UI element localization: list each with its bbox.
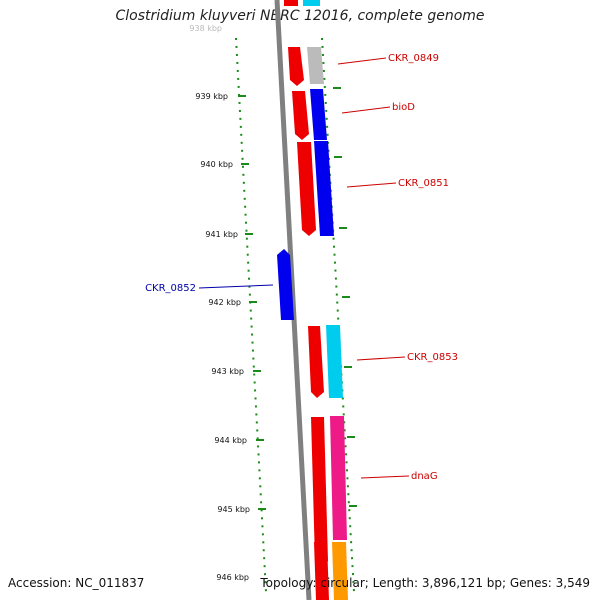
tick-label: 946 kbp	[216, 573, 249, 582]
right-ticks	[333, 87, 357, 507]
gene-label-ckr-0853[interactable]: CKR_0853	[407, 352, 458, 363]
gene-arrow[interactable]	[311, 417, 328, 567]
tick-label: 941 kbp	[205, 230, 238, 239]
gene-label-ckr-0849[interactable]: CKR_0849	[388, 53, 439, 64]
tick-label: 938 kbp	[189, 24, 222, 33]
gene-label-ckr-0852[interactable]: CKR_0852	[145, 283, 196, 294]
gene-arrow[interactable]	[326, 325, 343, 398]
tick-label: 940 kbp	[200, 160, 233, 169]
gene-arrow[interactable]	[332, 542, 348, 600]
tick-labels: 938 kbp 939 kbp 940 kbp 941 kbp 942 kbp …	[189, 24, 250, 582]
gene-arrow[interactable]	[314, 542, 329, 600]
gene-arrow[interactable]	[303, 0, 320, 6]
gene-arrow[interactable]	[310, 89, 327, 140]
gene-arrow[interactable]	[284, 0, 298, 6]
tick-label: 942 kbp	[208, 298, 241, 307]
left-ticks	[238, 95, 266, 510]
gene-arrow[interactable]	[288, 47, 304, 86]
genome-title: Clostridium kluyveri NBRC 12016, complet…	[115, 8, 485, 24]
tick-label: 943 kbp	[211, 367, 244, 376]
label-connectors	[198, 57, 410, 479]
gene-arrow[interactable]	[308, 326, 324, 398]
genome-stats-text: Topology: circular; Length: 3,896,121 bp…	[260, 576, 590, 590]
tick-label: 944 kbp	[214, 436, 247, 445]
gene-label-biod[interactable]: bioD	[392, 102, 415, 113]
gene-arrow[interactable]	[307, 47, 324, 84]
tick-label: 945 kbp	[217, 505, 250, 514]
gene-label-ckr-0851[interactable]: CKR_0851	[398, 178, 449, 189]
gene-label-dnag[interactable]: dnaG	[411, 471, 438, 482]
gene-arrow[interactable]	[297, 142, 316, 236]
gene-arrow[interactable]	[330, 416, 347, 540]
gene-arrow[interactable]	[314, 141, 334, 236]
accession-text: Accession: NC_011837	[8, 576, 145, 590]
gene-arrow[interactable]	[277, 249, 294, 320]
genome-backbone	[274, 0, 312, 600]
gene-arrow[interactable]	[292, 91, 309, 140]
tick-label: 939 kbp	[195, 92, 228, 101]
